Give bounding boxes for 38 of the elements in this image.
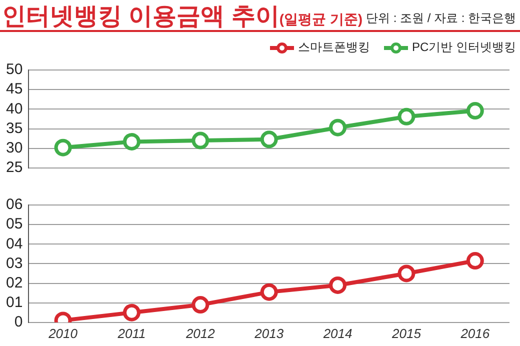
y-tick-label: 45 xyxy=(6,80,23,98)
point xyxy=(122,304,140,322)
x-tick-label: 2010 xyxy=(48,326,78,341)
point xyxy=(54,138,72,156)
y-tick-label: 40 xyxy=(6,100,23,118)
point xyxy=(398,264,416,282)
point xyxy=(398,108,416,126)
point xyxy=(192,132,210,150)
x-tick-label: 2012 xyxy=(184,326,216,341)
y-tick-label: 25 xyxy=(6,159,23,176)
x-tick-label: 2013 xyxy=(254,326,284,341)
x-tick-label: 2011 xyxy=(116,326,146,341)
chart-title: 인터넷뱅킹 이용금액 추이 xyxy=(2,3,280,30)
x-tick-label: 2016 xyxy=(460,326,490,341)
point xyxy=(466,252,484,270)
chart-subtitle: (일평균 기준) xyxy=(279,11,363,27)
y-tick-label: 30 xyxy=(6,140,23,157)
point xyxy=(122,132,140,150)
y-tick-label: 04 xyxy=(6,235,23,252)
y-tick-label: 35 xyxy=(6,120,23,137)
point xyxy=(329,276,347,294)
x-tick-label: 2014 xyxy=(322,326,352,341)
point xyxy=(260,130,278,148)
y-tick-label: 06 xyxy=(6,196,23,214)
point xyxy=(260,283,278,301)
legend-label: 스마트폰뱅킹 xyxy=(298,39,370,56)
text: 단위 : 조원 / 자료 : 한국은행 xyxy=(366,10,516,27)
y-tick-label: 05 xyxy=(6,216,23,233)
point xyxy=(192,296,210,314)
y-tick-label: 01 xyxy=(6,294,23,311)
y-tick-label: 50 xyxy=(6,61,23,78)
x-tick-label: 2015 xyxy=(391,326,422,341)
legend-label: PC기반 인터넷뱅킹 xyxy=(412,39,516,56)
point xyxy=(329,118,347,136)
y-tick-label: 02 xyxy=(6,274,23,292)
y-tick-label: 0 xyxy=(14,314,23,331)
point xyxy=(466,102,484,120)
y-tick-label: 03 xyxy=(6,254,23,272)
